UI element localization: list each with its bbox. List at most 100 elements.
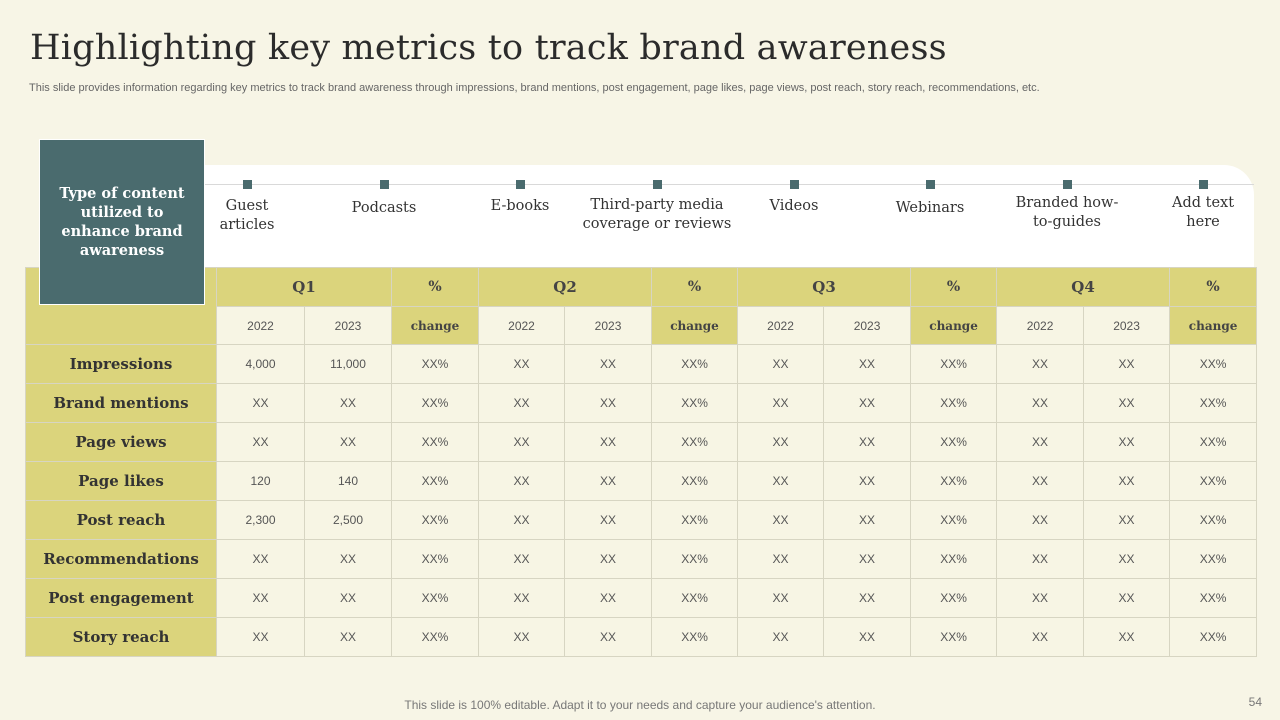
table-cell: XX%: [391, 617, 480, 657]
table-cell: XX%: [910, 539, 998, 579]
square-marker-icon: [1199, 180, 1208, 189]
table-row: Page likes 120 140 XX% XX XX XX% XX XX XX% XX XX XX%: [25, 461, 1258, 501]
table-row: Brand mentions XX XX XX% XX XX XX% XX XX XX% XX XX X…: [25, 383, 1258, 423]
table-cell: XX%: [391, 578, 480, 618]
table-cell: XX%: [1169, 617, 1258, 657]
table-cell: XX: [216, 617, 305, 657]
table-cell: XX: [996, 617, 1085, 657]
table-cell: XX: [478, 617, 566, 657]
slide-footer: This slide is 100% editable. Adapt it to…: [404, 698, 876, 712]
table-cell: XX: [1083, 461, 1171, 501]
table-cell: XX: [564, 344, 653, 384]
table-cell: XX%: [651, 539, 739, 579]
table-row: Post reach 2,300 2,500 XX% XX XX XX% XX XX XX% XX X…: [25, 500, 1258, 540]
content-type-guest-articles: Guest articles: [217, 180, 277, 265]
percent-header: %: [651, 267, 739, 307]
metric-name: Story reach: [25, 617, 217, 657]
table-cell: XX: [564, 422, 653, 462]
metric-rows: Impressions 4,000 11,000 XX% XX XX XX% XX XX XX% X…: [25, 344, 1258, 657]
square-marker-icon: [243, 180, 252, 189]
table-row: Story reach XX XX XX% XX XX XX% XX XX XX% XX XX XX%: [25, 617, 1258, 657]
table-cell: XX: [1083, 617, 1171, 657]
table-row: Post engagement XX XX XX% XX XX XX% XX XX XX% XX XX…: [25, 578, 1258, 618]
change-header: change: [651, 306, 739, 345]
table-cell: XX%: [1169, 422, 1258, 462]
table-cell: XX%: [910, 461, 998, 501]
table-cell: XX: [823, 500, 912, 540]
table-cell: XX: [737, 500, 825, 540]
table-cell: XX%: [910, 344, 998, 384]
table-cell: XX%: [910, 422, 998, 462]
table-cell: XX: [216, 578, 305, 618]
metric-name: Impressions: [25, 344, 217, 384]
metric-name: Brand mentions: [25, 383, 217, 423]
year-header: 2023: [303, 306, 393, 345]
table-cell: XX: [823, 383, 912, 423]
table-cell: XX: [1083, 500, 1171, 540]
year-header: 2023: [1083, 306, 1171, 345]
square-marker-icon: [653, 180, 662, 189]
table-cell: XX: [996, 539, 1085, 579]
metric-name: Page views: [25, 422, 217, 462]
table-cell: XX: [996, 500, 1085, 540]
table-cell: XX: [823, 344, 912, 384]
content-types-line: [200, 184, 1254, 185]
table-cell: XX%: [391, 461, 480, 501]
table-cell: XX: [564, 461, 653, 501]
table-cell: XX%: [651, 383, 739, 423]
table-cell: XX: [1083, 539, 1171, 579]
year-header: 2023: [823, 306, 912, 345]
table-cell: XX: [996, 383, 1085, 423]
quarter-header-row: Q1 % Q2 % Q3 % Q4 %: [25, 267, 1258, 345]
table-cell: XX: [216, 422, 305, 462]
table-cell: XX: [1083, 344, 1171, 384]
square-marker-icon: [516, 180, 525, 189]
percent-header: %: [391, 267, 480, 307]
table-cell: XX: [564, 617, 653, 657]
square-marker-icon: [380, 180, 389, 189]
table-cell: XX%: [1169, 539, 1258, 579]
page-number: 54: [1248, 695, 1262, 709]
content-type-branded-guides: Branded how-to-guides: [1016, 180, 1118, 265]
table-cell: XX%: [1169, 461, 1258, 501]
table-cell: XX: [737, 383, 825, 423]
table-cell: XX: [737, 539, 825, 579]
table-cell: XX: [737, 461, 825, 501]
table-cell: XX%: [391, 383, 480, 423]
table-cell: 140: [303, 461, 393, 501]
table-cell: XX%: [651, 617, 739, 657]
table-cell: 2,300: [216, 500, 305, 540]
content-type-webinars: Webinars: [880, 180, 980, 265]
table-cell: XX: [478, 383, 566, 423]
table-row: Page views XX XX XX% XX XX XX% XX XX XX% XX XX XX%: [25, 422, 1258, 462]
table-cell: XX%: [651, 461, 739, 501]
table-cell: XX: [996, 461, 1085, 501]
table-cell: XX%: [391, 539, 480, 579]
square-marker-icon: [926, 180, 935, 189]
percent-header: %: [910, 267, 998, 307]
quarter-header-q3: Q3: [737, 267, 912, 307]
square-marker-icon: [790, 180, 799, 189]
year-header: 2023: [564, 306, 653, 345]
table-cell: XX%: [910, 617, 998, 657]
table-cell: XX: [823, 539, 912, 579]
table-cell: XX%: [910, 500, 998, 540]
content-type-ebooks: E-books: [470, 180, 570, 265]
change-header: change: [910, 306, 998, 345]
quarter-header-q1: Q1: [215, 267, 393, 307]
table-cell: XX: [737, 344, 825, 384]
table-cell: XX: [564, 500, 653, 540]
metric-name: Recommendations: [25, 539, 217, 579]
content-type-add-text: Add text here: [1168, 180, 1238, 265]
year-header: 2022: [737, 306, 825, 345]
content-type-videos: Videos: [744, 180, 844, 265]
table-cell: XX: [478, 578, 566, 618]
table-cell: 120: [216, 461, 305, 501]
table-row: Recommendations XX XX XX% XX XX XX% XX XX XX% XX XX…: [25, 539, 1258, 579]
square-marker-icon: [1063, 180, 1072, 189]
table-cell: XX: [737, 617, 825, 657]
table-cell: 2,500: [303, 500, 393, 540]
table-cell: XX%: [910, 383, 998, 423]
content-type-third-party: Third-party media coverage or reviews: [582, 180, 732, 265]
table-cell: XX: [478, 461, 566, 501]
